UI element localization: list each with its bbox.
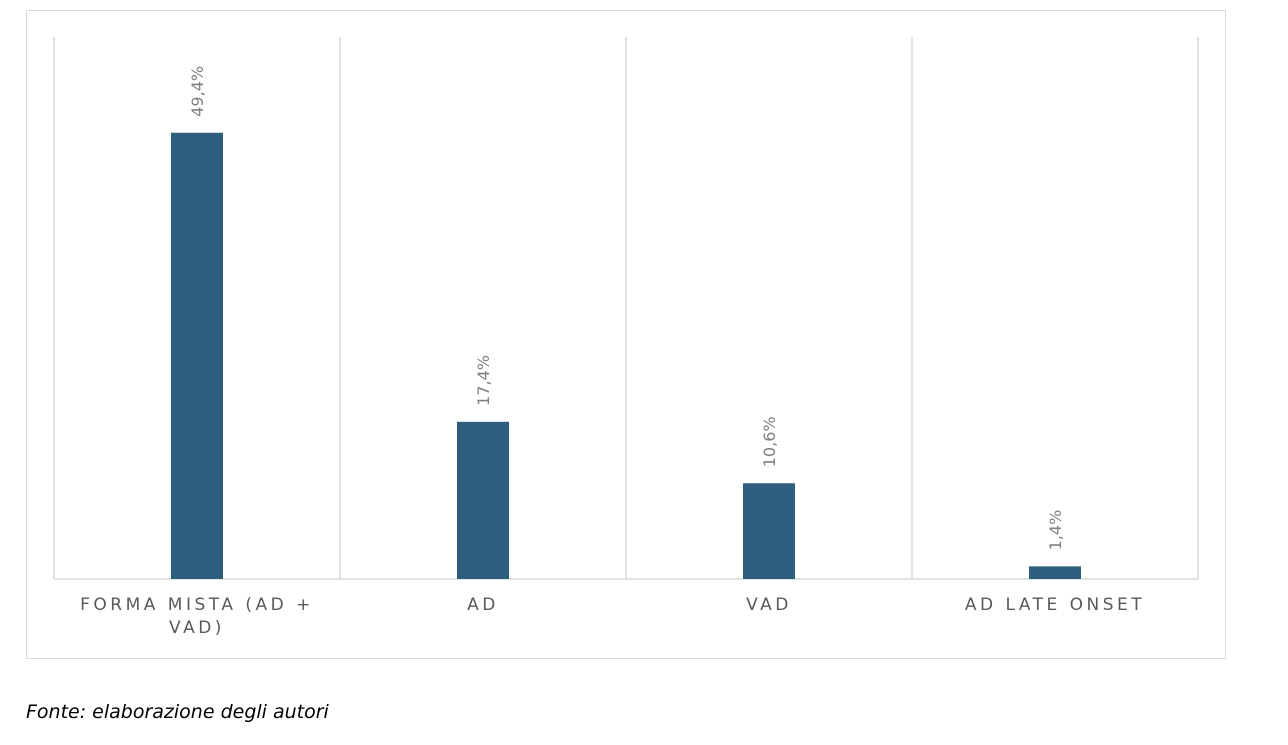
data-label-1: 17,4% [474,355,493,406]
data-label-0: 49,4% [188,66,207,117]
data-label-3: 1,4% [1046,510,1065,551]
category-label-0: FORMA MISTA (AD + VAD) [80,595,314,638]
bar-1 [457,421,509,579]
source-note: Fonte: elaborazione degli autori [26,701,329,723]
category-label-2: VAD [746,595,792,615]
bar-2 [743,483,795,579]
bar-0 [171,132,223,579]
bar-3 [1029,566,1081,579]
data-label-2: 10,6% [760,416,779,467]
category-label-3: AD LATE ONSET [964,595,1146,615]
category-label-1: AD [467,595,499,615]
